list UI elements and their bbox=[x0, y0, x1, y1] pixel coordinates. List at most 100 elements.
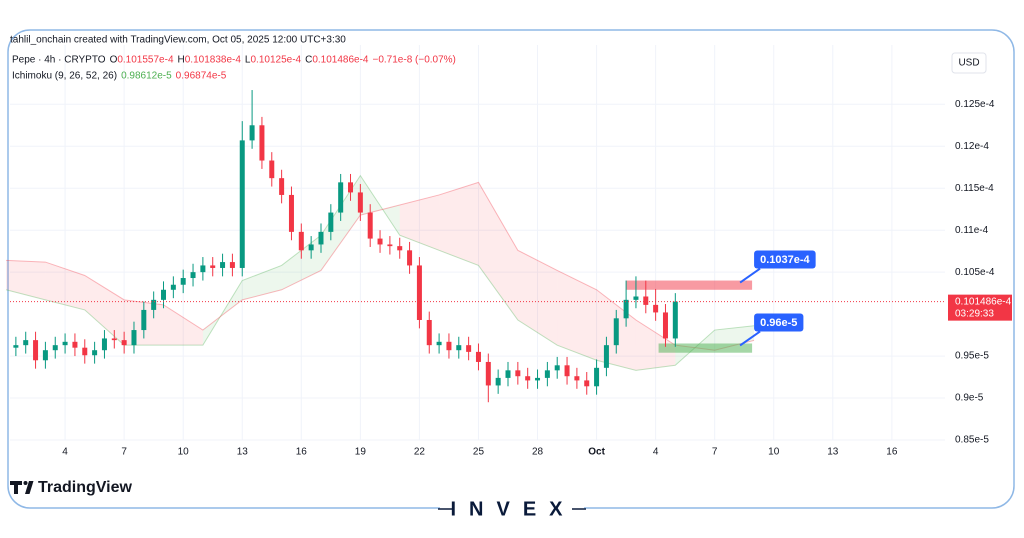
indicator-value: 0.98612e-5 bbox=[121, 71, 172, 82]
cloud-line bbox=[5, 174, 755, 371]
y-tick-label: 0.9e-5 bbox=[955, 393, 984, 404]
x-tick-label: 19 bbox=[355, 447, 367, 458]
candle-body bbox=[466, 345, 472, 352]
brand: TradingView bbox=[38, 479, 133, 496]
legend: Pepe · 4h · CRYPTO O 0.101557e-4 H 0.101838e… bbox=[12, 55, 456, 82]
candle-body bbox=[210, 265, 216, 268]
candle-body bbox=[662, 312, 668, 339]
x-tick-label: 7 bbox=[712, 447, 718, 458]
x-tick-label: 22 bbox=[414, 447, 426, 458]
callout-label: 0.1037e-4 bbox=[760, 254, 810, 266]
cloud-fill bbox=[242, 265, 282, 300]
candle-body bbox=[23, 340, 29, 346]
x-tick-label: Oct bbox=[588, 447, 605, 458]
ohlc-value: 0.101838e-4 bbox=[185, 55, 242, 66]
candle-body bbox=[180, 278, 186, 285]
candle-body bbox=[544, 370, 550, 378]
candle-body bbox=[151, 299, 157, 310]
cloud-fill bbox=[478, 182, 518, 320]
callout: 0.96e-5 bbox=[754, 313, 804, 332]
candle-body bbox=[407, 250, 413, 266]
candle-body bbox=[633, 296, 639, 300]
x-tick-label: 10 bbox=[768, 447, 780, 458]
brand-logo bbox=[10, 481, 34, 494]
candle-body bbox=[249, 125, 255, 141]
candle-body bbox=[200, 265, 206, 273]
candle-body bbox=[338, 182, 344, 213]
cloud-line bbox=[6, 181, 755, 351]
candle-body bbox=[594, 367, 600, 387]
candle-body bbox=[574, 376, 580, 381]
x-tick-label: 10 bbox=[178, 447, 190, 458]
cloud-fill bbox=[360, 175, 400, 236]
cloud-fill bbox=[517, 250, 558, 346]
cloud-fill bbox=[163, 304, 203, 346]
candle-body bbox=[190, 272, 196, 279]
candle-body bbox=[377, 238, 383, 245]
candle-body bbox=[170, 284, 176, 290]
x-tick-label: 13 bbox=[237, 447, 249, 458]
candle-body bbox=[672, 301, 678, 339]
candle-body bbox=[446, 341, 452, 351]
cloud-fill bbox=[439, 182, 479, 266]
candle-body bbox=[82, 347, 88, 356]
candle-body bbox=[239, 140, 245, 268]
candle-body bbox=[613, 318, 619, 346]
countdown: 03:29:33 bbox=[955, 308, 994, 319]
y-tick-label: 0.12e-4 bbox=[955, 141, 989, 152]
ohlc-label: L bbox=[245, 55, 251, 66]
x-tick-label: 4 bbox=[653, 447, 659, 458]
candle-body bbox=[554, 365, 560, 371]
candle-body bbox=[308, 244, 314, 251]
candle-body bbox=[348, 182, 354, 193]
callout-box bbox=[754, 250, 816, 269]
cloud-fill bbox=[635, 319, 676, 371]
zone bbox=[658, 343, 753, 353]
candle-body bbox=[229, 262, 235, 268]
candle-body bbox=[269, 160, 275, 179]
y-tick-label: 0.95e-5 bbox=[955, 351, 989, 362]
ohlc-label: O bbox=[110, 55, 118, 66]
x-tick-label: 16 bbox=[886, 447, 898, 458]
candle-body bbox=[131, 330, 137, 346]
candle-body bbox=[298, 231, 304, 251]
y-tick-label: 0.11e-4 bbox=[955, 225, 989, 236]
candle-body bbox=[485, 361, 491, 386]
cloud-fill bbox=[202, 280, 243, 346]
ohlc-value: 0.101557e-4 bbox=[117, 55, 174, 66]
candle-body bbox=[72, 341, 78, 348]
candle-body bbox=[92, 350, 98, 356]
candle-body bbox=[101, 338, 107, 351]
watermark: INVEX bbox=[450, 498, 575, 520]
change: −0.71e-8 (−0.07%) bbox=[373, 55, 456, 66]
callout-label: 0.96e-5 bbox=[760, 317, 797, 329]
x-tick-label: 4 bbox=[62, 447, 68, 458]
candle-body bbox=[367, 212, 373, 239]
callout-box bbox=[754, 313, 804, 332]
chart-title: tahlil_onchain created with TradingView.… bbox=[10, 35, 346, 46]
candle-body bbox=[475, 351, 481, 362]
callout-pointer bbox=[739, 330, 761, 347]
candle-body bbox=[603, 345, 609, 368]
callout-pointer bbox=[739, 267, 761, 284]
cloud-fill bbox=[6, 260, 46, 300]
candle-body bbox=[279, 178, 285, 195]
candle-body bbox=[318, 231, 324, 245]
x-tick-label: 7 bbox=[121, 447, 127, 458]
cloud-fill bbox=[84, 275, 125, 346]
zone bbox=[626, 280, 753, 290]
symbol: Pepe · 4h · CRYPTO bbox=[12, 55, 106, 66]
x-tick-label: 25 bbox=[473, 447, 485, 458]
candle-body bbox=[436, 341, 442, 346]
candle-body bbox=[62, 341, 68, 346]
plot: 0.125e-4 0.12e-4 0.115e-4 0.11e-4 0.105e-4 0.… bbox=[5, 45, 1012, 458]
candle-body bbox=[141, 309, 147, 331]
candle-body bbox=[259, 125, 265, 161]
cloud-fill bbox=[557, 270, 597, 361]
candle-body bbox=[220, 262, 226, 268]
candle-body bbox=[397, 246, 403, 251]
candle-body bbox=[515, 370, 521, 377]
callout: 0.1037e-4 bbox=[754, 250, 816, 269]
candle-body bbox=[653, 304, 659, 313]
